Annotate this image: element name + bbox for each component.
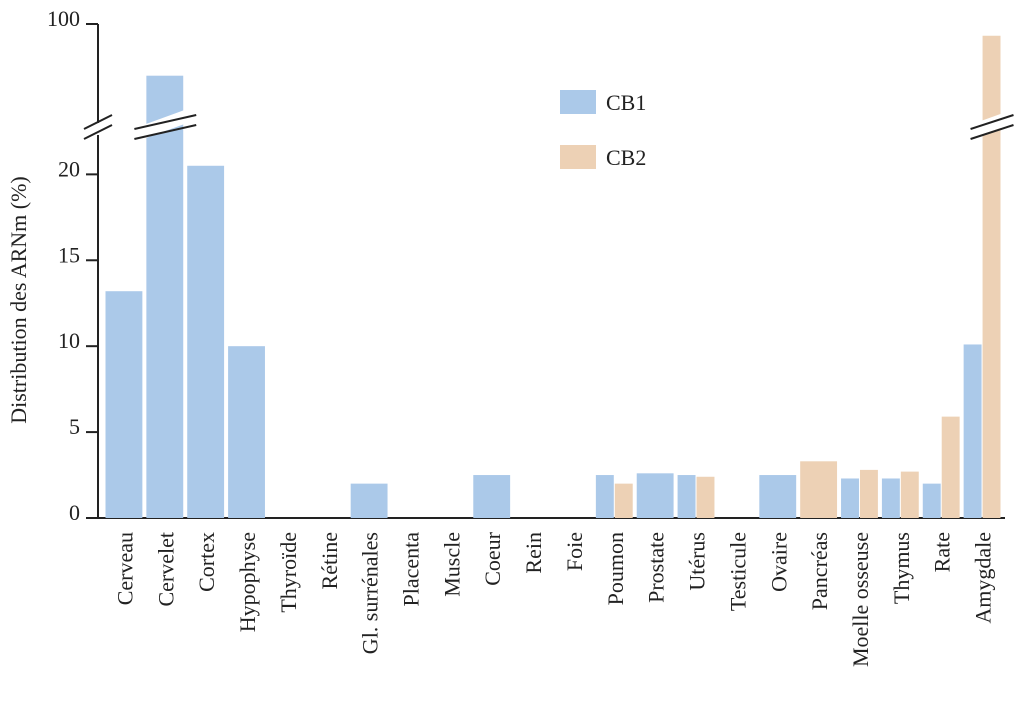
- x-tick-label: Hypophyse: [235, 532, 260, 632]
- bar: [473, 475, 511, 518]
- x-tick-label: Testicule: [725, 532, 750, 611]
- bar: [595, 475, 614, 518]
- bar: [759, 475, 797, 518]
- x-tick-label: Gl. surrénales: [358, 532, 383, 654]
- y-tick-label: 15: [58, 242, 80, 267]
- y-tick-label: 10: [58, 328, 80, 353]
- bar: [636, 473, 674, 518]
- y-tick-label: 100: [47, 6, 80, 31]
- bar: [859, 469, 878, 518]
- x-tick-label: Muscle: [439, 532, 464, 597]
- y-axis-label: Distribution des ARNm (%): [6, 176, 31, 424]
- x-tick-label: Pancréas: [807, 532, 832, 610]
- bar: [614, 483, 633, 518]
- x-tick-label: Amygdale: [971, 532, 996, 624]
- x-tick-label: Ovaire: [766, 532, 791, 592]
- x-tick-label: Thymus: [889, 532, 914, 604]
- bar: [677, 475, 696, 518]
- x-tick-label: Coeur: [480, 531, 505, 585]
- x-tick-label: Thyroïde: [276, 532, 301, 613]
- axis-break: [83, 124, 113, 140]
- y-tick-label: 20: [58, 156, 80, 181]
- x-tick-label: Cerveau: [112, 532, 137, 605]
- bar: [841, 478, 859, 518]
- x-tick-label: Rate: [930, 532, 955, 572]
- bar: [187, 165, 225, 519]
- bar-break-gap: [980, 113, 1003, 136]
- axis-break: [970, 124, 1014, 140]
- axis-break: [970, 114, 1014, 130]
- bar-break-gap: [144, 109, 186, 139]
- bar: [982, 35, 1001, 518]
- axis-break: [83, 114, 113, 130]
- bar: [105, 291, 143, 518]
- x-tick-label: Cervelet: [153, 532, 178, 607]
- legend-label: CB2: [606, 145, 646, 170]
- axis-break: [134, 114, 197, 130]
- legend-swatch: [560, 90, 596, 114]
- legend-swatch: [560, 145, 596, 169]
- y-tick-label: 5: [69, 414, 80, 439]
- x-tick-label: Rein: [521, 532, 546, 574]
- x-tick-label: Prostate: [644, 532, 669, 603]
- axis-break: [134, 124, 197, 140]
- bar: [963, 344, 982, 518]
- bar: [941, 416, 960, 518]
- x-tick-label: Placenta: [398, 532, 423, 607]
- x-tick-label: Utérus: [685, 532, 710, 591]
- x-tick-label: Cortex: [194, 532, 219, 592]
- bar: [228, 346, 265, 518]
- bar: [900, 471, 919, 518]
- legend-label: CB1: [606, 90, 646, 115]
- y-tick-label: 0: [69, 500, 80, 525]
- bar: [800, 461, 838, 518]
- x-tick-label: Moelle osseuse: [848, 532, 873, 667]
- x-tick-label: Poumon: [603, 532, 628, 605]
- bar: [922, 483, 941, 518]
- x-tick-label: Foie: [562, 532, 587, 571]
- bar: [696, 476, 715, 518]
- bar: [881, 478, 900, 518]
- x-tick-label: Rétine: [317, 532, 342, 589]
- bar: [350, 483, 388, 518]
- bar: [146, 75, 184, 518]
